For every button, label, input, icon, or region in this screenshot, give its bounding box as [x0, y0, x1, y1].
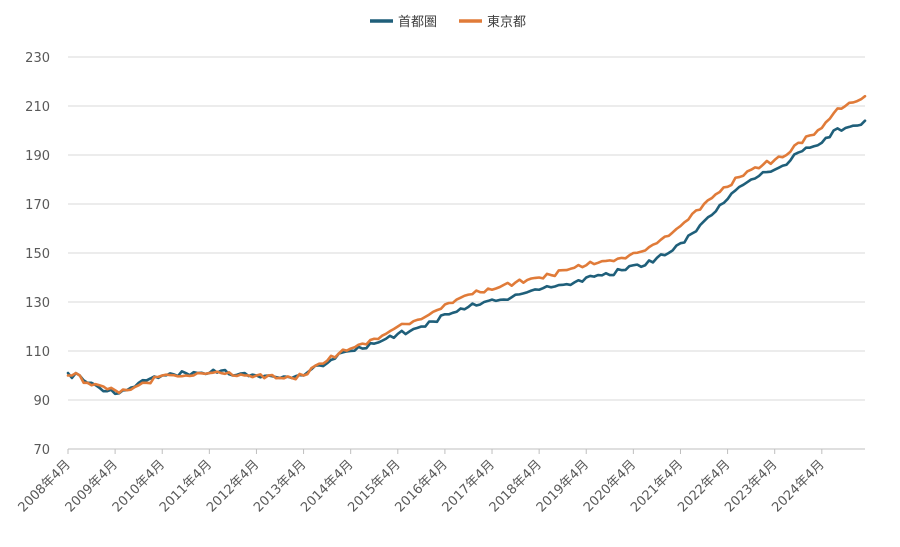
y-tick-label: 150 — [25, 247, 50, 262]
series-line-tokyo — [66, 94, 867, 395]
legend-item-shutoken: 首都圏 — [370, 15, 437, 30]
y-axis: 70 90 110 130 150 170 190 210 230 — [25, 51, 50, 458]
y-tick-label: 230 — [25, 51, 50, 66]
y-tick-label: 90 — [33, 394, 50, 409]
y-tick-label: 210 — [25, 100, 50, 115]
legend-item-tokyo: 東京都 — [459, 14, 526, 30]
legend: 首都圏 東京都 — [370, 14, 526, 30]
y-tick-label: 110 — [25, 345, 50, 360]
y-tick-label: 190 — [25, 149, 50, 164]
series-line-shutoken — [66, 119, 867, 396]
y-tick-label: 70 — [33, 443, 50, 458]
y-tick-label: 130 — [25, 296, 50, 311]
series-layer — [66, 94, 867, 396]
gridlines — [68, 56, 865, 401]
y-tick-label: 170 — [25, 198, 50, 213]
x-axis: 2008年4月2009年4月2010年4月2011年4月2012年4月2013年… — [16, 448, 865, 515]
legend-label-tokyo: 東京都 — [487, 14, 526, 30]
legend-label-shutoken: 首都圏 — [398, 15, 437, 30]
